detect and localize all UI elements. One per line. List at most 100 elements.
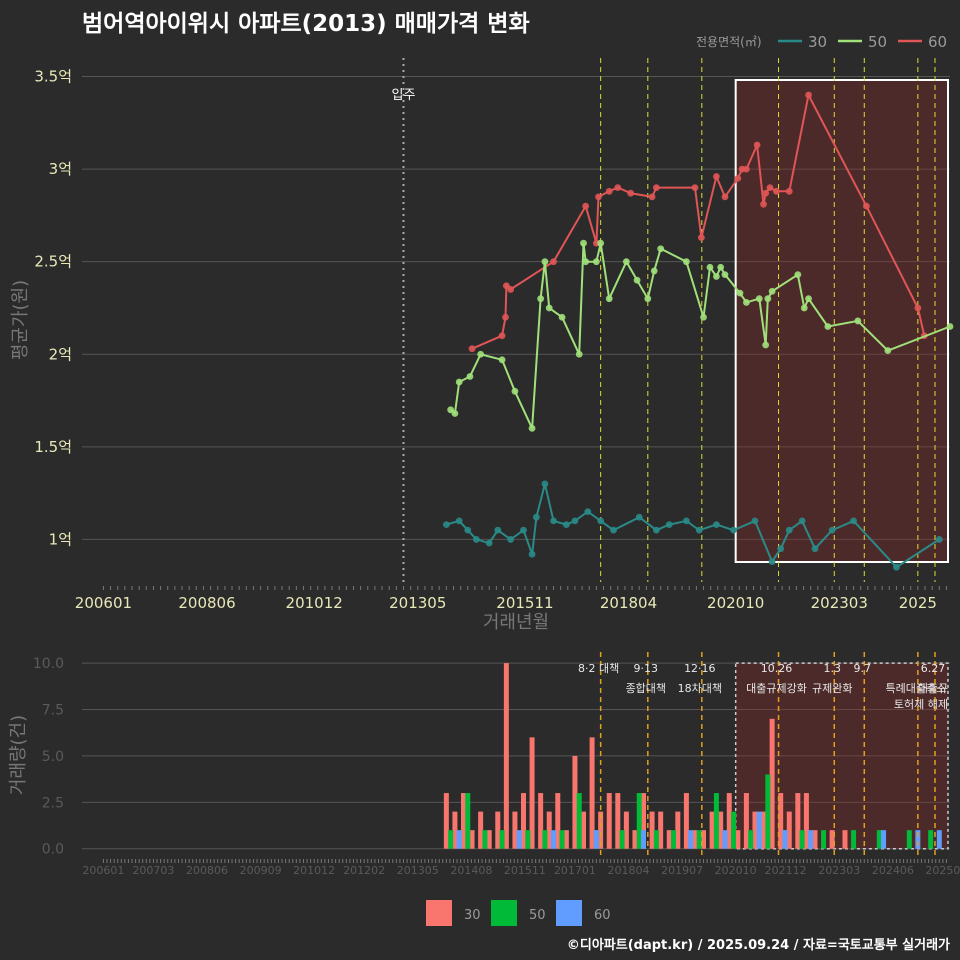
y-tick-label: 3억: [49, 160, 72, 178]
x-tick-label: 200601: [82, 864, 124, 877]
bar-30: [589, 737, 595, 849]
policy-label-date: 9·13: [634, 662, 659, 675]
x-tick-label: 202509: [925, 864, 960, 877]
data-point-50: [582, 258, 590, 266]
data-point-60: [712, 173, 720, 180]
bar-30: [615, 793, 621, 849]
bar-50: [542, 830, 548, 849]
data-point-30: [768, 558, 776, 566]
bar-30: [761, 811, 767, 849]
data-point-30: [935, 536, 943, 543]
data-point-60: [652, 184, 660, 192]
legend-swatch-30: [426, 900, 452, 926]
bar-50: [671, 830, 677, 849]
x-tick-label: 200909: [240, 864, 282, 877]
data-point-60: [627, 189, 635, 197]
x-tick-label: 201511: [496, 594, 553, 612]
data-point-60: [605, 187, 613, 195]
y-tick-label: 1억: [49, 530, 72, 548]
bar-50: [906, 830, 912, 849]
data-point-60: [753, 141, 761, 149]
data-point-50: [498, 356, 506, 364]
bar-60: [722, 830, 728, 849]
data-point-60: [582, 202, 590, 210]
bar-30: [555, 793, 561, 849]
data-point-50: [854, 317, 862, 325]
bar-60: [915, 830, 921, 849]
y-tick-label: 10.0: [33, 656, 64, 672]
bar-50: [696, 830, 702, 849]
data-point-30: [828, 526, 836, 534]
bar-60: [782, 830, 788, 849]
policy-label-date: 8·2 대책: [578, 662, 619, 675]
data-point-60: [691, 184, 699, 192]
data-point-50: [706, 263, 714, 271]
y-tick-label: 2억: [49, 345, 72, 363]
bar-30: [581, 811, 587, 849]
data-point-50: [477, 350, 485, 358]
data-point-60: [648, 193, 656, 201]
data-point-30: [652, 526, 660, 534]
data-point-50: [712, 273, 720, 280]
data-point-30: [730, 526, 737, 534]
bar-50: [525, 830, 531, 849]
data-point-50: [742, 299, 750, 306]
bar-30: [812, 830, 818, 849]
bar-50: [713, 793, 719, 849]
data-point-30: [472, 536, 480, 543]
bar-30: [632, 830, 638, 849]
bar-30: [512, 811, 518, 849]
y-tick-label: 5.0: [42, 749, 64, 765]
data-point-50: [545, 304, 553, 312]
bar-50: [821, 830, 827, 849]
data-point-60: [614, 184, 622, 192]
x-tick-label: 201408: [450, 864, 492, 877]
chart-title: 범어역아이위시 아파트(2013) 매매가격 변화: [82, 11, 530, 37]
bar-50: [636, 793, 642, 849]
bar-50: [448, 830, 454, 849]
x-tick-label: 202010: [707, 594, 764, 612]
data-point-30: [850, 517, 857, 525]
data-point-30: [532, 513, 540, 521]
x-tick-label: 201804: [608, 864, 650, 877]
bar-30: [649, 811, 655, 849]
bar-30: [726, 793, 732, 849]
policy-label-name: 특례대출축소: [885, 682, 946, 695]
data-point-30: [584, 508, 592, 516]
data-point-60: [760, 200, 767, 208]
data-point-50: [805, 295, 812, 303]
bar-60: [593, 830, 599, 849]
policy-label-date: 9.7: [854, 662, 872, 675]
bar-50: [465, 793, 471, 849]
data-point-50: [455, 378, 463, 386]
bar-30: [709, 811, 715, 849]
legend-title: 전용면적(㎡): [696, 35, 762, 49]
data-point-50: [762, 341, 770, 349]
bar-30: [842, 830, 848, 849]
data-point-30: [777, 545, 785, 553]
data-point-50: [644, 295, 652, 303]
data-point-50: [633, 276, 641, 284]
bar-50: [576, 793, 582, 849]
bar-30: [529, 737, 535, 849]
bar-30: [572, 755, 578, 849]
policy-label-date: 12·16: [684, 662, 716, 675]
bar-50: [876, 830, 882, 849]
y-tick-label: 2.5억: [34, 253, 72, 271]
bar-60: [808, 830, 814, 849]
data-point-30: [528, 550, 536, 558]
data-point-30: [562, 521, 570, 529]
bar-50: [653, 830, 659, 849]
x-axis-label: 거래년월: [483, 612, 549, 633]
data-point-50: [622, 258, 630, 266]
x-tick-label: 201804: [600, 594, 657, 612]
data-point-60: [762, 189, 770, 197]
bar-60: [516, 830, 522, 849]
policy-label-name: 종합대책: [626, 682, 666, 695]
data-point-30: [893, 563, 900, 571]
policy-label-name: 대출규: [918, 682, 948, 695]
x-tick-label: 200703: [132, 864, 174, 877]
data-point-30: [507, 536, 515, 543]
